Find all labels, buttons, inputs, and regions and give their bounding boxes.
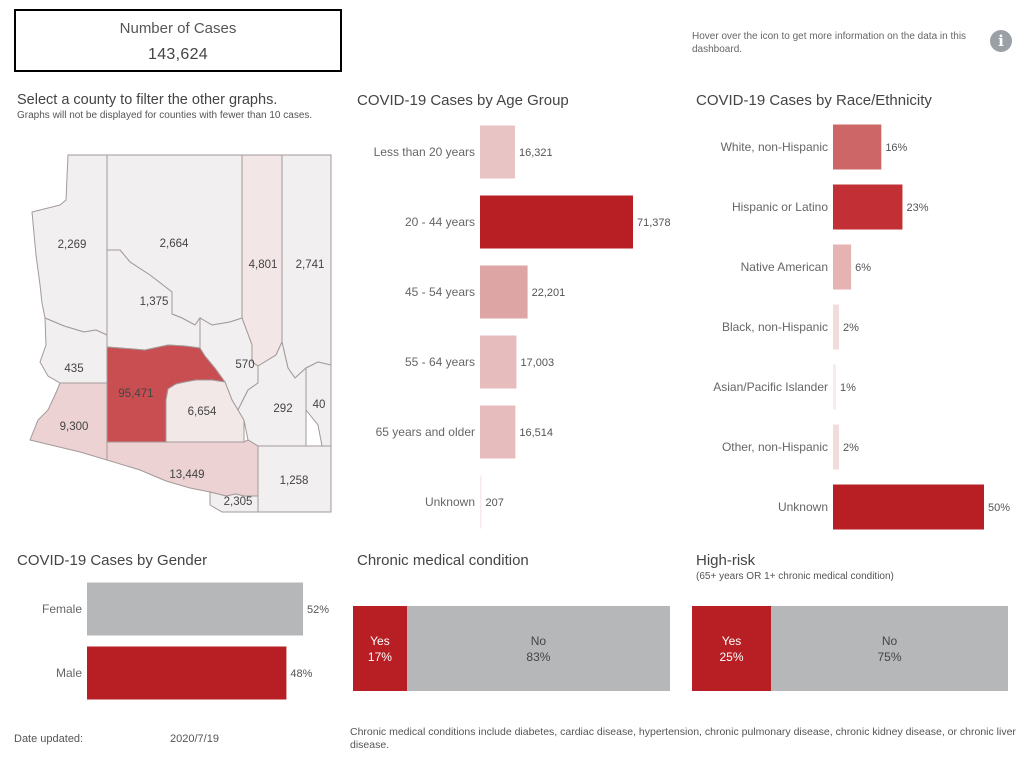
race-category-label: Native American <box>741 260 828 274</box>
county-label-navajo: 4,801 <box>249 259 278 271</box>
county-label-yuma: 9,300 <box>60 421 89 433</box>
race-value-label: 23% <box>906 202 928 214</box>
age-category-label: 55 - 64 years <box>405 355 475 369</box>
age-bar <box>480 195 633 249</box>
race-bar <box>833 484 984 530</box>
age-bar <box>480 335 517 389</box>
county-label-mohave: 2,269 <box>58 239 87 251</box>
kpi-label: Number of Cases <box>119 20 237 37</box>
gender-category-label: Female <box>42 602 82 616</box>
age-value-label: 17,003 <box>520 357 554 369</box>
race-value-label: 2% <box>843 322 859 334</box>
kpi-value: 143,624 <box>148 46 208 63</box>
race-value-label: 1% <box>840 382 856 394</box>
age-value-label: 16,514 <box>519 427 553 439</box>
age-category-label: Less than 20 years <box>374 145 475 159</box>
chronic-segment-yes: Yes 17% <box>353 606 407 691</box>
map-subtitle: Graphs will not be displayed for countie… <box>17 110 313 121</box>
age-bar <box>480 265 528 319</box>
county-map[interactable]: 2,269 2,664 4,801 2,741 1,375 435 95,471… <box>0 140 345 520</box>
chronic-stacked-bar: Yes 17% No 83% <box>353 606 670 691</box>
gender-bar <box>87 582 304 636</box>
age-category-label: 65 years and older <box>376 425 475 439</box>
gender-value-label: 52% <box>307 604 329 616</box>
chronic-segment-no: No 83% <box>406 606 670 691</box>
highrisk-subtitle: (65+ years OR 1+ chronic medical conditi… <box>696 571 894 582</box>
race-bar <box>833 124 882 170</box>
chronic-segment-value: 17% <box>367 650 392 664</box>
gender-category-label: Male <box>56 666 82 680</box>
highrisk-segment-yes: Yes 25% <box>692 606 771 691</box>
county-pima[interactable] <box>106 439 259 497</box>
date-label: Date updated: <box>14 733 84 745</box>
county-yuma[interactable] <box>29 382 108 461</box>
county-label-apache: 2,741 <box>296 259 325 271</box>
chronic-segment-value: 83% <box>526 650 551 664</box>
county-label-yavapai: 1,375 <box>140 296 169 308</box>
race-ethnicity-chart: White, non-Hispanic 16% Hispanic or Latino… <box>713 124 1010 530</box>
race-chart-title: COVID-19 Cases by Race/Ethnicity <box>696 92 932 109</box>
highrisk-segment-category: No <box>881 634 898 648</box>
date-value: 2020/7/19 <box>170 733 219 745</box>
county-label-coconino: 2,664 <box>160 238 189 250</box>
race-bar <box>833 424 840 470</box>
highrisk-segment-category: Yes <box>721 634 742 648</box>
highrisk-stacked-bar: Yes 25% No 75% <box>692 606 1008 691</box>
age-bar <box>480 475 482 529</box>
highrisk-segment-value: 75% <box>877 650 902 664</box>
gender-chart: Female 52% Male 48% <box>42 582 329 700</box>
highrisk-segment-no: No 75% <box>771 606 1008 691</box>
age-value-label: 16,321 <box>519 147 553 159</box>
county-cochise[interactable] <box>257 445 332 513</box>
county-label-graham: 292 <box>273 403 292 415</box>
age-category-label: Unknown <box>425 495 475 509</box>
kpi-card: Number of Cases 143,624 <box>14 9 342 72</box>
chronic-title: Chronic medical condition <box>357 552 529 569</box>
age-chart-title: COVID-19 Cases by Age Group <box>357 92 569 109</box>
county-label-gila: 570 <box>235 359 254 371</box>
gender-chart-title: COVID-19 Cases by Gender <box>17 552 208 569</box>
gender-value-label: 48% <box>290 668 312 680</box>
county-label-pima: 13,449 <box>169 469 204 481</box>
county-label-maricopa: 95,471 <box>118 388 153 400</box>
info-icon[interactable]: i <box>990 30 1012 52</box>
race-category-label: White, non-Hispanic <box>721 140 828 154</box>
race-category-label: Hispanic or Latino <box>732 200 828 214</box>
race-value-label: 6% <box>855 262 871 274</box>
race-bar <box>833 304 840 350</box>
race-category-label: Unknown <box>778 500 828 514</box>
age-category-label: 20 - 44 years <box>405 215 475 229</box>
race-bar <box>833 184 903 230</box>
race-value-label: 2% <box>843 442 859 454</box>
race-category-label: Asian/Pacific Islander <box>713 380 828 394</box>
race-category-label: Black, non-Hispanic <box>722 320 828 334</box>
race-value-label: 16% <box>885 142 907 154</box>
chronic-note: Chronic medical conditions include diabe… <box>350 726 1016 751</box>
highrisk-segment-value: 25% <box>719 650 744 664</box>
race-bar <box>833 244 852 290</box>
chronic-segment-category: No <box>530 634 547 648</box>
race-value-label: 50% <box>988 502 1010 514</box>
age-value-label: 71,378 <box>637 217 671 229</box>
map-title: Select a county to filter the other grap… <box>17 92 278 108</box>
age-value-label: 207 <box>486 497 504 509</box>
age-value-label: 22,201 <box>532 287 566 299</box>
age-bar <box>480 405 516 459</box>
highrisk-title: High-risk <box>696 552 756 569</box>
age-category-label: 45 - 54 years <box>405 285 475 299</box>
county-label-greenlee: 40 <box>313 399 326 411</box>
county-label-la-paz: 435 <box>64 363 83 375</box>
county-label-santa-cruz: 2,305 <box>224 496 253 508</box>
county-label-cochise: 1,258 <box>280 475 309 487</box>
race-category-label: Other, non-Hispanic <box>722 440 828 454</box>
gender-bar <box>87 646 287 700</box>
county-label-pinal: 6,654 <box>188 406 217 418</box>
chronic-segment-category: Yes <box>370 634 390 648</box>
hover-note: Hover over the icon to get more informat… <box>692 31 967 55</box>
age-bar <box>480 125 515 179</box>
age-group-chart: Less than 20 years 16,321 20 - 44 years 71,… <box>374 125 671 529</box>
race-bar <box>833 364 837 410</box>
